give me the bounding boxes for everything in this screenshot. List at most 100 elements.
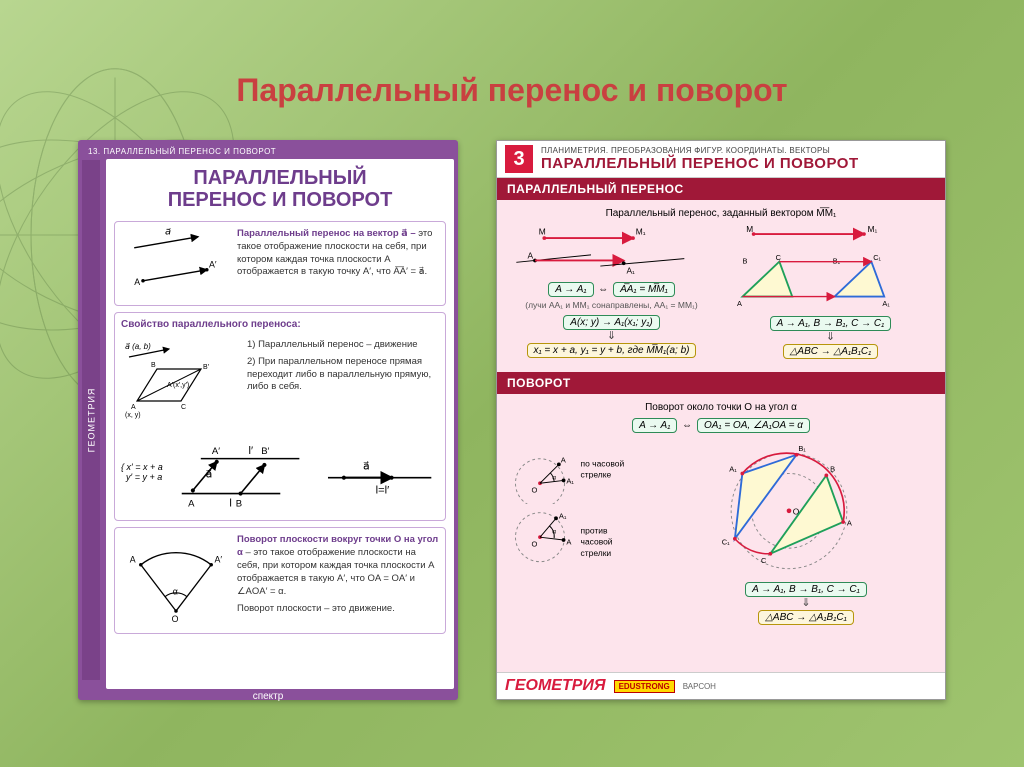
svg-text:B: B bbox=[743, 256, 748, 265]
svg-text:против: против bbox=[581, 525, 608, 535]
iff-symbol: ⇔ bbox=[598, 284, 608, 295]
svg-text:B: B bbox=[151, 362, 156, 369]
svg-text:B: B bbox=[236, 498, 242, 509]
left-body: ПАРАЛЛЕЛЬНЫЙ ПЕРЕНОС И ПОВОРОТ a⃗ A A′ bbox=[106, 159, 454, 689]
right-intro2: Поворот около точки O на угол α bbox=[507, 402, 935, 413]
svg-text:A: A bbox=[134, 277, 140, 287]
left-title: ПАРАЛЛЕЛЬНЫЙ ПЕРЕНОС И ПОВОРОТ bbox=[114, 167, 446, 211]
svg-text:стрелки: стрелки bbox=[581, 548, 612, 558]
svg-text:M: M bbox=[746, 225, 753, 234]
pill-A-A1-rot: A → A₁ bbox=[632, 418, 677, 433]
left-sec2-p1: 1) Параллельный перенос – движение bbox=[247, 339, 439, 352]
svg-text:по часовой: по часовой bbox=[581, 458, 625, 468]
svg-text:A: A bbox=[737, 299, 742, 308]
left-sec3-text: Поворот плоскости вокруг точки O на угол… bbox=[237, 534, 439, 627]
left-topbar: 13. ПАРАЛЛЕЛЬНЫЙ ПЕРЕНОС И ПОВОРОТ bbox=[82, 144, 454, 159]
left-sec3-tail: Поворот плоскости – это движение. bbox=[237, 603, 395, 614]
diagram-segment-translation: M M₁ A A₁ A → A₁ ⇔ A͞A₁ = M͞M₁ (лучи AA₁… bbox=[507, 225, 716, 359]
poster-right: 3 ПЛАНИМЕТРИЯ. ПРЕОБРАЗОВАНИЯ ФИГУР. КОО… bbox=[496, 140, 946, 700]
arrow-down-icon-3: ⇓ bbox=[677, 598, 935, 609]
left-sec3-body: – это такое отображение плоскости на себ… bbox=[237, 547, 434, 596]
svg-text:A₁: A₁ bbox=[566, 476, 574, 485]
svg-text:B′: B′ bbox=[261, 446, 269, 457]
pill-triangle-map: △ABC → △A₁B₁C₁ bbox=[783, 344, 879, 359]
svg-text:O: O bbox=[532, 486, 538, 495]
left-sec2-formula: { x′ = x + a y′ = y + a bbox=[121, 462, 163, 482]
arrow-down-icon-2: ⇓ bbox=[726, 332, 935, 343]
left-spine: ГЕОМЕТРИЯ bbox=[82, 160, 100, 680]
right-footer-geom: ГЕОМЕТРИЯ bbox=[505, 677, 606, 695]
svg-text:O: O bbox=[532, 540, 538, 549]
diagram-triangle-translation: M M₁ ABC A₁B₁C₁ A → A₁, B → B₁, C → C₁ ⇓… bbox=[726, 223, 935, 360]
pill-Axy: A(x; y) → A₁(x₁; y₁) bbox=[563, 315, 659, 330]
svg-text:α: α bbox=[173, 587, 178, 597]
left-sec2-p2: 2) При параллельном переносе прямая пере… bbox=[247, 356, 439, 394]
right-intro1: Параллельный перенос, заданный вектором … bbox=[507, 208, 935, 219]
svg-text:C₁: C₁ bbox=[722, 537, 730, 546]
diagram-line-translation: l l′ a⃗ A B A′ B′ l=l′ a⃗ bbox=[169, 430, 439, 514]
right-body-rotation: Поворот около точки O на угол α A → A₁ ⇔… bbox=[497, 394, 945, 672]
svg-text:стрелке: стрелке bbox=[581, 470, 612, 480]
diagram-rotation-triangle: O A B C A₁ B₁ C₁ A → A₁, B → B₁, C → C₁ … bbox=[677, 438, 935, 626]
svg-text:M: M bbox=[539, 226, 546, 236]
svg-text:A′(x′,y′): A′(x′,y′) bbox=[167, 382, 189, 389]
arrow-down-icon: ⇓ bbox=[507, 331, 716, 342]
svg-text:C₁: C₁ bbox=[873, 253, 881, 262]
svg-text:M₁: M₁ bbox=[636, 226, 646, 236]
svg-text:B₁: B₁ bbox=[798, 444, 806, 453]
left-sec2-text: 1) Параллельный перенос – движение 2) Пр… bbox=[247, 339, 439, 424]
svg-text:часовой: часовой bbox=[581, 537, 613, 547]
diagram-parallelogram: a⃗ (a, b) A C B B′ A′(x′,y′) (x, y) bbox=[121, 339, 241, 424]
right-note-rays: (лучи AA₁ и MM₁ сонаправлены, AA₁ = MM₁) bbox=[507, 300, 716, 310]
left-section-rotation: O A A′ α Поворот плоскости вокруг точки … bbox=[114, 527, 446, 634]
left-footer: спектр bbox=[82, 689, 454, 704]
svg-text:M₁: M₁ bbox=[868, 225, 878, 234]
svg-text:A: A bbox=[130, 555, 136, 565]
left-spine-label: ГЕОМЕТРИЯ bbox=[86, 388, 96, 453]
svg-text:a⃗: a⃗ bbox=[363, 461, 370, 473]
svg-text:a⃗ (a, b): a⃗ (a, b) bbox=[125, 342, 151, 351]
svg-text:C: C bbox=[181, 404, 186, 411]
svg-text:O: O bbox=[172, 614, 179, 622]
svg-text:C: C bbox=[761, 556, 767, 565]
pill-ABC-map-rot: A → A₁, B → B₁, C → C₁ bbox=[745, 582, 867, 597]
svg-text:B: B bbox=[830, 465, 835, 474]
pill-triangle-map-rot: △ABC → △A₁B₁C₁ bbox=[758, 610, 854, 625]
svg-text:A: A bbox=[566, 538, 572, 547]
pill-A-A1: A → A₁ bbox=[548, 282, 593, 297]
right-strip-small: ПЛАНИМЕТРИЯ. ПРЕОБРАЗОВАНИЯ ФИГУР. КООРД… bbox=[541, 146, 859, 156]
svg-text:α: α bbox=[552, 474, 556, 481]
svg-text:A′: A′ bbox=[209, 260, 217, 270]
svg-text:A₁: A₁ bbox=[729, 465, 737, 474]
svg-text:C: C bbox=[776, 253, 782, 262]
posters-row: 13. ПАРАЛЛЕЛЬНЫЙ ПЕРЕНОС И ПОВОРОТ ГЕОМЕ… bbox=[0, 140, 1024, 700]
svg-text:α: α bbox=[552, 528, 556, 535]
left-section-properties: Свойство параллельного переноса: a⃗ (a, … bbox=[114, 312, 446, 521]
diagram-vector-translation: a⃗ A A′ bbox=[121, 228, 231, 299]
svg-text:A: A bbox=[561, 456, 567, 465]
right-footer-sub: ВАРСОН bbox=[683, 682, 716, 691]
svg-text:A: A bbox=[847, 519, 852, 528]
svg-text:A₁: A₁ bbox=[626, 265, 635, 275]
svg-text:A′: A′ bbox=[212, 446, 220, 457]
svg-text:A: A bbox=[188, 498, 195, 509]
svg-text:A₁: A₁ bbox=[559, 511, 567, 520]
svg-text:l=l′: l=l′ bbox=[375, 485, 389, 497]
poster-left: 13. ПАРАЛЛЕЛЬНЫЙ ПЕРЕНОС И ПОВОРОТ ГЕОМЕ… bbox=[78, 140, 458, 700]
left-sec1-head: Параллельный перенос на вектор a⃗ – bbox=[237, 228, 416, 239]
svg-text:l′: l′ bbox=[248, 445, 253, 457]
right-header-rotation: ПОВОРОТ bbox=[497, 372, 945, 394]
right-body-translation: Параллельный перенос, заданный вектором … bbox=[497, 200, 945, 372]
svg-text:B′: B′ bbox=[203, 364, 210, 371]
right-topstrip: 3 ПЛАНИМЕТРИЯ. ПРЕОБРАЗОВАНИЯ ФИГУР. КОО… bbox=[497, 141, 945, 178]
right-number: 3 bbox=[505, 145, 533, 173]
svg-text:A: A bbox=[131, 404, 136, 411]
pill-rotation-cond: OA₁ = OA, ∠A₁OA = α bbox=[697, 418, 810, 433]
right-footer-badge: EDUSTRONG bbox=[614, 680, 675, 693]
svg-text:a⃗: a⃗ bbox=[165, 228, 171, 238]
left-section-translation-def: a⃗ A A′ Параллельный перенос на вектор a… bbox=[114, 221, 446, 306]
right-header-translation: ПАРАЛЛЕЛЬНЫЙ ПЕРЕНОС bbox=[497, 178, 945, 200]
pill-vectors-equal: A͞A₁ = M͞M₁ bbox=[613, 282, 675, 297]
pill-xy-formula: x₁ = x + a, y₁ = y + b, где M͞M₁(a; b) bbox=[527, 343, 697, 358]
svg-text:(x, y): (x, y) bbox=[125, 412, 141, 419]
